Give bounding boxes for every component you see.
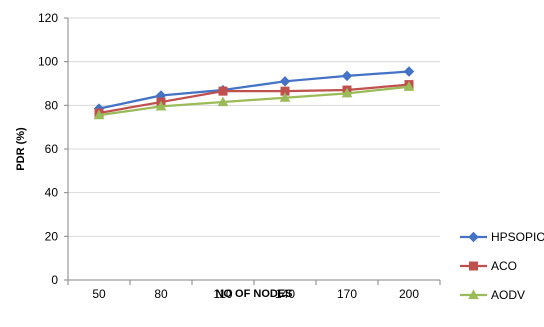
y-axis-title: PDR (%)	[15, 127, 27, 171]
legend-label-aco: ACO	[491, 259, 517, 273]
x-tick-labels: 50 80 110 140 170 200	[92, 287, 419, 301]
x-tick-label: 110	[213, 287, 232, 301]
data-point-aodv	[279, 92, 291, 102]
series-line-aco	[98, 83, 410, 115]
data-point-aodv	[93, 109, 105, 120]
y-tick-label: 100	[38, 55, 58, 69]
legend: HPSOPIO ACO AODV	[460, 230, 544, 302]
y-tick-label: 20	[45, 229, 59, 243]
axes	[64, 17, 441, 285]
legend-marker	[469, 261, 478, 271]
legend-label-hpsopio: HPSOPIO	[491, 230, 544, 244]
series-line-aodv	[98, 85, 410, 117]
x-tick-label: 80	[154, 287, 168, 301]
data-point-hpsopio	[279, 76, 291, 87]
series-aodv	[93, 81, 415, 120]
y-tick-label: 0	[51, 273, 58, 287]
data-point-hpsopio	[341, 70, 353, 82]
gridlines	[68, 17, 440, 237]
y-tick-label: 40	[45, 186, 59, 200]
legend-entry-aco: ACO	[460, 259, 517, 273]
series-line-hpsopio	[98, 70, 410, 110]
data-point-hpsopio	[403, 66, 415, 77]
y-tick-label: 120	[38, 11, 58, 25]
data-point-aodv	[217, 96, 229, 107]
data-point-aodv	[403, 81, 415, 91]
x-tick-label: 170	[337, 287, 357, 301]
y-tick-label: 60	[45, 142, 59, 156]
y-tick-labels: 0 20 40 60 80 100 120	[38, 11, 58, 287]
series-group	[93, 66, 415, 120]
legend-label-aodv: AODV	[491, 288, 525, 302]
data-point-aco	[218, 86, 228, 96]
legend-marker	[468, 289, 479, 300]
x-tick-label: 140	[275, 287, 295, 301]
legend-marker	[468, 231, 479, 243]
legend-entry-aodv: AODV	[460, 288, 525, 302]
legend-entry-hpsopio: HPSOPIO	[460, 230, 544, 244]
y-tick-label: 80	[45, 98, 59, 112]
data-point-aodv	[155, 100, 167, 111]
x-tick-label: 200	[399, 287, 419, 301]
data-point-aodv	[341, 87, 353, 98]
x-axis-title: NO OF NODES	[215, 288, 292, 300]
x-tick-label: 50	[92, 287, 106, 301]
